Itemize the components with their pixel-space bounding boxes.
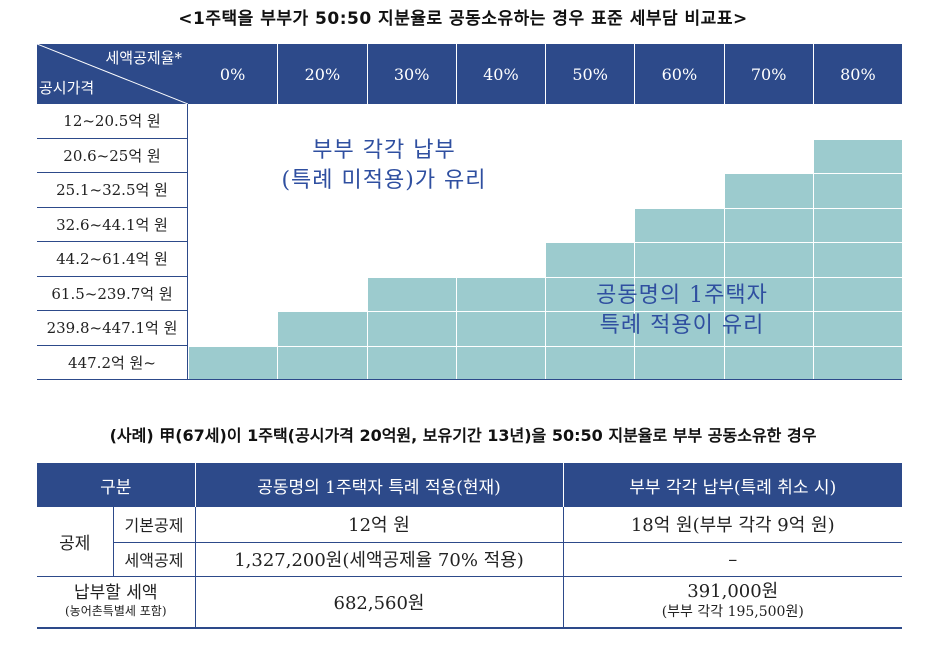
shaded-cell [455,311,545,346]
price-range-label: 239.8~447.1억 원 [37,311,188,346]
price-range-label: 44.2~61.4억 원 [37,242,188,277]
example-caption: (사례) 甲(67세)이 1주택(공시가격 20억원, 보유기간 13년)을 5… [109,426,817,445]
grid-bottom-rule [188,379,902,380]
tax-payable-label: 납부할 세액 [73,582,158,603]
column-header: 80% [812,44,902,104]
header-current: 공동명의 1주택자 특례 적용(현재) [195,463,564,507]
tax-credit-current: 1,327,200원(세액공제율 70% 적용) [195,542,564,577]
shaded-cell [545,345,635,380]
shaded-cell [812,207,902,242]
lower-region-label: 공동명의 1주택자 특례 적용이 유리 [557,281,807,341]
tax-credit-label: 세액공제 [113,542,196,577]
shaded-cell [723,173,813,208]
shaded-cell [277,311,367,346]
shaded-cell [545,242,635,277]
tax-payable-cell: 납부할 세액 (농어촌특별세 포함) [37,576,196,629]
price-range-label: 25.1~32.5억 원 [37,173,188,208]
corner-diagonal [37,44,188,104]
tax-payable-separate-sub: (부부 각각 195,500원) [661,603,804,620]
header-category: 구분 [37,463,196,507]
shaded-cell [812,345,902,380]
tax-payable-separate-cell: 391,000원 (부부 각각 195,500원) [563,576,902,629]
price-range-label: 12~20.5억 원 [37,104,188,139]
price-range-label: 447.2억 원~ [37,345,188,380]
price-range-label: 20.6~25억 원 [37,138,188,173]
shaded-cell [634,276,724,311]
column-headers: 0% 20% 30% 40% 50% 60% 70% 80% [188,44,902,104]
tax-credit-separate: – [563,542,902,577]
lower-label-line-1: 공동명의 1주택자 [596,283,768,308]
shaded-cell [812,138,902,173]
shaded-cell [366,276,456,311]
shaded-cell [723,311,813,346]
shaded-cell [812,242,902,277]
shaded-cell [366,311,456,346]
basic-deduction-separate: 18억 원(부부 각각 9억 원) [563,507,902,543]
grid-body [188,104,902,380]
comparison-table: 구분 공동명의 1주택자 특례 적용(현재) 부부 각각 납부(특례 취소 시)… [37,463,902,629]
corner-top-label: 세액공제율* [105,49,182,67]
shaded-cell [455,276,545,311]
shaded-cell [634,242,724,277]
upper-region-label: 부부 각각 납부 (특례 미적용)가 유리 [259,136,509,196]
column-header: 20% [277,44,367,104]
shaded-cell [812,173,902,208]
shaded-cell [634,345,724,380]
comparison-grid: 세액공제율* 공시가격 0% 20% 30% 40% 50% 60% 70% 80% 12~2… [37,44,902,380]
corner-header: 세액공제율* 공시가격 [37,44,188,104]
basic-deduction-label: 기본공제 [113,507,196,543]
shaded-cell [545,276,635,311]
tax-payable-separate: 391,000원 [687,580,779,602]
column-header: 30% [366,44,456,104]
shaded-cell [634,207,724,242]
lower-label-line-2: 특례 적용이 유리 [599,313,765,338]
row-labels: 12~20.5억 원 20.6~25억 원 25.1~32.5억 원 32.6~44.… [37,104,188,380]
corner-bottom-label: 공시가격 [39,79,95,97]
column-header: 40% [455,44,545,104]
shaded-cell [723,207,813,242]
shaded-cell [455,345,545,380]
column-header: 70% [723,44,813,104]
page-title: <1주택을 부부가 50:50 지분율로 공동소유하는 경우 표준 세부담 비교… [178,9,748,29]
shaded-cell [723,276,813,311]
tax-payable-sublabel: (농어촌특별세 포함) [65,603,167,618]
shaded-cell [366,345,456,380]
tax-payable-current: 682,560원 [195,576,564,629]
table-row: 세액공제 1,327,200원(세액공제율 70% 적용) – [37,542,902,577]
column-header: 60% [634,44,724,104]
shaded-cell [634,311,724,346]
shaded-cell [812,311,902,346]
shaded-cell [545,311,635,346]
table-row: 납부할 세액 (농어촌특별세 포함) 682,560원 391,000원 (부부… [37,576,902,629]
price-range-label: 61.5~239.7억 원 [37,276,188,311]
column-header: 0% [188,44,278,104]
upper-label-line-1: 부부 각각 납부 [312,138,456,163]
deduction-group-label: 공제 [37,507,114,577]
shaded-cell [723,345,813,380]
shaded-cell [723,242,813,277]
shaded-cell [812,276,902,311]
table-row: 공제 기본공제 12억 원 18억 원(부부 각각 9억 원) [37,507,902,577]
column-header: 50% [545,44,635,104]
table-header-row: 구분 공동명의 1주택자 특례 적용(현재) 부부 각각 납부(특례 취소 시) [37,463,902,507]
shaded-cell [277,345,367,380]
price-range-label: 32.6~44.1억 원 [37,207,188,242]
shaded-cell [188,345,278,380]
upper-label-line-2: (특례 미적용)가 유리 [281,168,487,193]
header-separate: 부부 각각 납부(특례 취소 시) [563,463,902,507]
basic-deduction-current: 12억 원 [195,507,564,543]
